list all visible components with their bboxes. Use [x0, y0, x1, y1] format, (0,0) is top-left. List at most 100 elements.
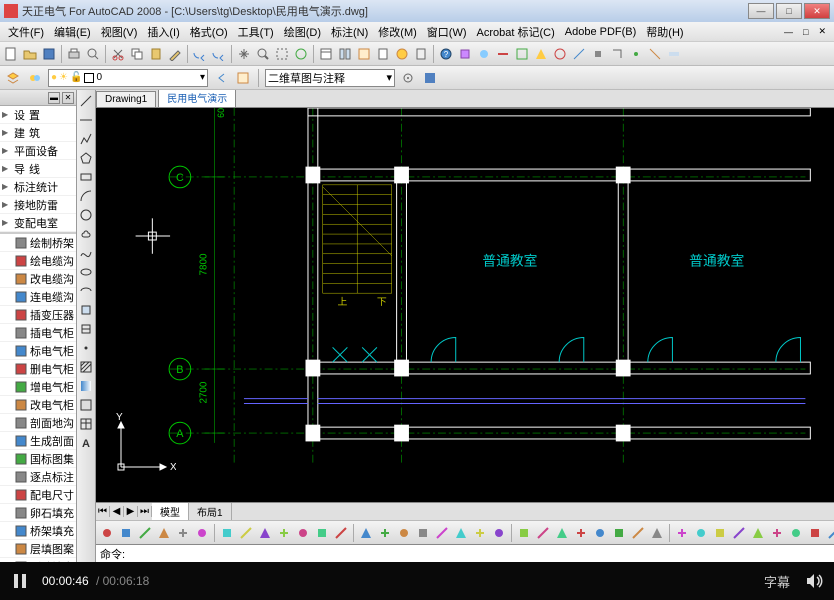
doc-min-icon[interactable]: —: [780, 25, 797, 39]
panel-pin-icon[interactable]: ▬: [48, 92, 60, 104]
polygon-icon[interactable]: [77, 149, 95, 167]
bottom-tool-11-icon[interactable]: [313, 524, 331, 542]
ellipse-icon[interactable]: [77, 263, 95, 281]
workspace-save-icon[interactable]: [421, 69, 439, 87]
menu-acrobat[interactable]: Acrobat 标记(C): [473, 22, 559, 42]
menu-tools[interactable]: 工具(T): [234, 22, 278, 42]
doc-max-icon[interactable]: □: [799, 25, 812, 39]
bottom-tool-6-icon[interactable]: [218, 524, 236, 542]
construction-line-icon[interactable]: [77, 111, 95, 129]
undo-icon[interactable]: [191, 45, 209, 63]
cut-icon[interactable]: [109, 45, 127, 63]
hatch-icon[interactable]: [77, 358, 95, 376]
design-center-icon[interactable]: [336, 45, 354, 63]
side-group-1[interactable]: ▶建筑: [0, 124, 76, 142]
bottom-tool-16-icon[interactable]: [414, 524, 432, 542]
sheet-set-icon[interactable]: [374, 45, 392, 63]
tb-extra-3-icon[interactable]: [494, 45, 512, 63]
model-tab[interactable]: 模型: [152, 503, 189, 520]
open-icon[interactable]: [21, 45, 39, 63]
side-group-4[interactable]: ▶标注统计: [0, 178, 76, 196]
bottom-tool-21-icon[interactable]: [515, 524, 533, 542]
bottom-tool-10-icon[interactable]: [294, 524, 312, 542]
tb-extra-1-icon[interactable]: [456, 45, 474, 63]
bottom-tool-8-icon[interactable]: [256, 524, 274, 542]
side-group-3[interactable]: ▶导线: [0, 160, 76, 178]
side-item-6[interactable]: 标电气柜: [0, 342, 76, 360]
redo-icon[interactable]: [210, 45, 228, 63]
drawing-viewport[interactable]: 7800 2700 600: [96, 108, 834, 502]
bottom-tool-12-icon[interactable]: [332, 524, 350, 542]
tb-extra-8-icon[interactable]: [589, 45, 607, 63]
tb-extra-4-icon[interactable]: [513, 45, 531, 63]
bottom-tool-15-icon[interactable]: [395, 524, 413, 542]
circle-icon[interactable]: [77, 206, 95, 224]
match-prop-icon[interactable]: [166, 45, 184, 63]
menu-format[interactable]: 格式(O): [186, 22, 232, 42]
zoom-prev-icon[interactable]: [292, 45, 310, 63]
side-group-0[interactable]: ▶设置: [0, 106, 76, 124]
mtext-icon[interactable]: A: [77, 434, 95, 452]
side-item-7[interactable]: 删电气柜: [0, 360, 76, 378]
copy-icon[interactable]: [128, 45, 146, 63]
bottom-tool-36-icon[interactable]: [806, 524, 824, 542]
menu-insert[interactable]: 插入(I): [143, 22, 183, 42]
doc-close-icon[interactable]: ✕: [814, 24, 830, 39]
menu-help[interactable]: 帮助(H): [642, 22, 687, 42]
panel-close-icon[interactable]: ✕: [62, 92, 74, 104]
layer-tools-icon[interactable]: [234, 69, 252, 87]
zoom-icon[interactable]: [254, 45, 272, 63]
bottom-tool-9-icon[interactable]: [275, 524, 293, 542]
make-block-icon[interactable]: [77, 320, 95, 338]
side-group-5[interactable]: ▶接地防雷: [0, 196, 76, 214]
print-icon[interactable]: [65, 45, 83, 63]
command-line[interactable]: 命令:: [96, 544, 834, 562]
bottom-tool-14-icon[interactable]: [376, 524, 394, 542]
side-item-17[interactable]: 层填图案: [0, 540, 76, 558]
polyline-icon[interactable]: [77, 130, 95, 148]
side-item-10[interactable]: 剖面地沟: [0, 414, 76, 432]
tb-extra-7-icon[interactable]: [570, 45, 588, 63]
revision-cloud-icon[interactable]: [77, 225, 95, 243]
side-item-15[interactable]: 卵石填充: [0, 504, 76, 522]
side-item-5[interactable]: 插电气柜: [0, 324, 76, 342]
bottom-tool-13-icon[interactable]: [357, 524, 375, 542]
side-group-2[interactable]: ▶平面设备: [0, 142, 76, 160]
volume-icon[interactable]: [804, 571, 824, 591]
tab-next-icon[interactable]: ▶: [124, 506, 138, 517]
ellipse-arc-icon[interactable]: [77, 282, 95, 300]
side-item-9[interactable]: 改电气柜: [0, 396, 76, 414]
help-icon[interactable]: ?: [437, 45, 455, 63]
tb-extra-6-icon[interactable]: [551, 45, 569, 63]
new-icon[interactable]: [2, 45, 20, 63]
workspace-combo[interactable]: 二维草图与注释 ▾: [265, 69, 395, 87]
bottom-tool-32-icon[interactable]: [730, 524, 748, 542]
tb-extra-11-icon[interactable]: [646, 45, 664, 63]
doc-tab-drawing1[interactable]: Drawing1: [96, 91, 156, 107]
close-button[interactable]: ✕: [804, 3, 830, 19]
side-item-1[interactable]: 绘电缆沟: [0, 252, 76, 270]
line-icon[interactable]: [77, 92, 95, 110]
bottom-tool-1-icon[interactable]: [117, 524, 135, 542]
side-item-11[interactable]: 生成剖面: [0, 432, 76, 450]
side-item-12[interactable]: 国标图集: [0, 450, 76, 468]
bottom-tool-31-icon[interactable]: [711, 524, 729, 542]
side-group-6[interactable]: ▶变配电室: [0, 214, 76, 232]
tab-first-icon[interactable]: ⏮: [96, 506, 110, 517]
bottom-tool-19-icon[interactable]: [471, 524, 489, 542]
bottom-tool-5-icon[interactable]: [193, 524, 211, 542]
side-item-16[interactable]: 桥架填充: [0, 522, 76, 540]
paste-icon[interactable]: [147, 45, 165, 63]
bottom-tool-37-icon[interactable]: [825, 524, 834, 542]
bottom-tool-27-icon[interactable]: [629, 524, 647, 542]
side-item-0[interactable]: 绘制桥架: [0, 234, 76, 252]
menu-adobepdf[interactable]: Adobe PDF(B): [561, 24, 641, 40]
region-icon[interactable]: [77, 396, 95, 414]
table-icon[interactable]: [77, 415, 95, 433]
minimize-button[interactable]: —: [748, 3, 774, 19]
maximize-button[interactable]: □: [776, 3, 802, 19]
layer-manager-icon[interactable]: [4, 69, 22, 87]
menu-file[interactable]: 文件(F): [4, 22, 48, 42]
tab-last-icon[interactable]: ⏭: [138, 506, 152, 517]
menu-window[interactable]: 窗口(W): [423, 22, 471, 42]
